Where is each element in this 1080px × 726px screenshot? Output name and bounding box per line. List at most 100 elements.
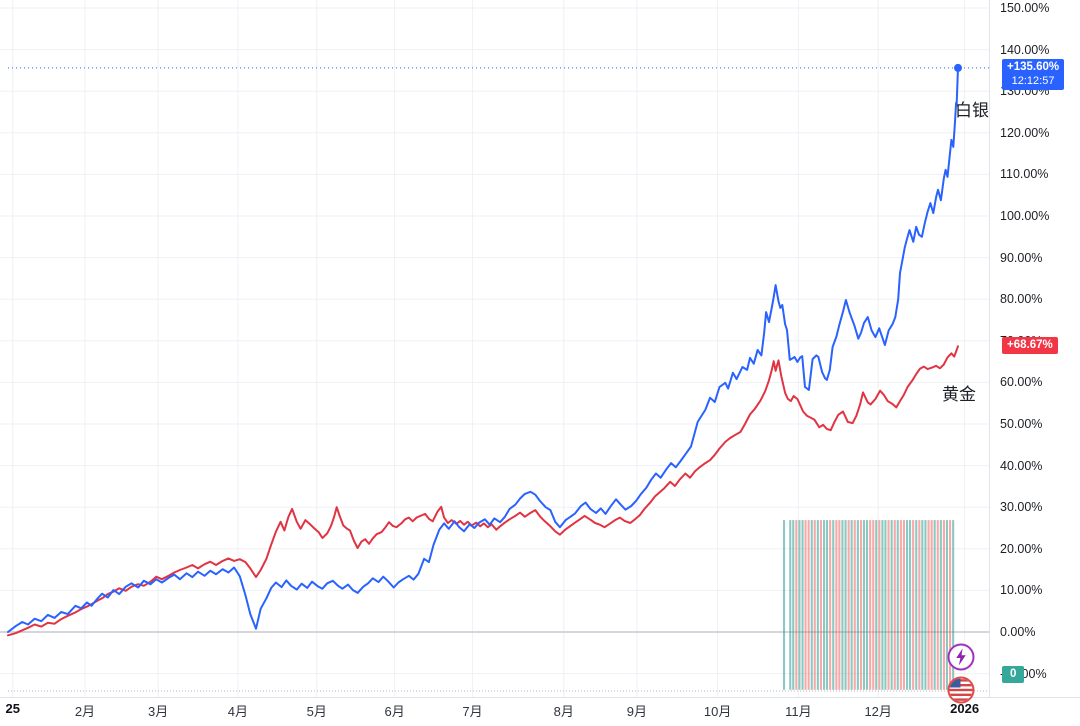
gold-change-value: +68.67%	[1007, 339, 1053, 352]
volume-bar	[850, 520, 853, 690]
volume-bar	[945, 520, 948, 690]
x-axis-label: 2月	[74, 704, 96, 719]
volume-bar	[819, 520, 822, 690]
x-axis-label: 9月	[626, 704, 648, 719]
volume-bar	[881, 520, 884, 690]
volume-bar	[835, 520, 838, 690]
volume-bar	[798, 520, 801, 690]
silver-price-badge: +135.60% 12:12:57	[1002, 58, 1065, 90]
silver-change-value: +135.60%	[1007, 60, 1060, 73]
lightning-event-icon[interactable]	[946, 642, 976, 672]
volume-bar	[872, 520, 875, 690]
volume-bar	[795, 520, 798, 690]
silver-line	[7, 66, 959, 633]
volume-bar	[862, 520, 865, 690]
volume-bar	[906, 520, 909, 690]
volume-bar	[927, 520, 930, 690]
volume-bar	[884, 520, 887, 690]
x-axis-label: 4月	[227, 704, 249, 719]
volume-bar	[816, 520, 819, 690]
volume-bar	[801, 520, 804, 690]
volume-bar	[930, 520, 933, 690]
volume-bar	[856, 520, 859, 690]
volume-bar	[823, 520, 826, 690]
volume-bar	[896, 520, 899, 690]
volume-bar	[813, 520, 816, 690]
volume-bar	[942, 520, 945, 690]
volume-bar	[933, 520, 936, 690]
volume-bar	[804, 520, 807, 690]
y-axis-label: 90.00%	[1000, 250, 1043, 265]
volume-bar	[912, 520, 915, 690]
silver-countdown: 12:12:57	[1011, 74, 1055, 87]
bottom-axis-border	[0, 697, 1080, 698]
y-axis-label: 0.00%	[1000, 625, 1036, 639]
x-axis-label: 6月	[384, 704, 405, 719]
volume-bar	[832, 520, 835, 690]
volume-bar	[826, 520, 829, 690]
volume-bar	[887, 520, 890, 690]
volume-bar	[878, 520, 881, 690]
volume-bar	[939, 520, 942, 690]
volume-bar	[949, 520, 952, 690]
volume-bar	[869, 520, 872, 690]
x-axis-label: 25	[5, 701, 20, 716]
volume-bar	[829, 520, 832, 690]
y-axis-label: 150.00%	[1000, 1, 1050, 15]
indicator-value-badge: 0	[1002, 665, 1025, 683]
volume-bar	[847, 520, 850, 690]
volume-bar	[890, 520, 893, 690]
volume-bar	[918, 520, 921, 690]
volume-bar	[838, 520, 841, 690]
y-axis-label: 50.00%	[1000, 417, 1043, 431]
x-axis-label: 2026	[950, 701, 980, 716]
silver-series-label: 白银	[955, 101, 989, 120]
gold-series-label: 黄金	[942, 385, 976, 404]
right-axis-border	[989, 0, 990, 697]
y-axis-label: 100.00%	[1000, 209, 1050, 223]
volume-bar	[952, 520, 955, 690]
volume-bar	[789, 520, 792, 690]
volume-bar	[807, 520, 810, 690]
y-axis-label: 20.00%	[1000, 541, 1043, 556]
volume-bar	[875, 520, 878, 690]
y-axis-label: 140.00%	[1000, 42, 1050, 57]
y-axis-label: 80.00%	[1000, 292, 1043, 307]
volume-bar	[810, 520, 813, 690]
x-axis-label: 5月	[306, 704, 327, 719]
y-axis-label: 60.00%	[1000, 375, 1043, 390]
volume-bar	[783, 520, 786, 690]
x-axis-label: 7月	[462, 704, 483, 719]
volume-bar	[936, 520, 939, 690]
gold-line	[7, 345, 959, 637]
volume-bar	[853, 520, 856, 690]
volume-bar	[899, 520, 902, 690]
volume-bar	[866, 520, 869, 690]
gold-price-badge: +68.67%	[1002, 337, 1058, 355]
x-axis-label: 8月	[553, 704, 574, 719]
volume-bar	[841, 520, 844, 690]
volume-bar	[915, 520, 918, 690]
us-flag-event-icon[interactable]	[946, 675, 976, 705]
silver-last-price-dot	[954, 63, 962, 72]
x-axis-label: 3月	[147, 704, 169, 719]
x-axis-label: 10月	[703, 704, 732, 719]
volume-bar	[792, 520, 795, 690]
x-axis-label: 11月	[785, 704, 812, 719]
y-axis-label: 110.00%	[1000, 167, 1049, 182]
y-axis-label: 40.00%	[1000, 458, 1043, 473]
y-axis-label: 120.00%	[1000, 125, 1050, 140]
volume-bar	[902, 520, 905, 690]
volume-bar	[893, 520, 896, 690]
volume-bar	[844, 520, 847, 690]
y-axis-label: 10.00%	[1000, 583, 1043, 598]
volume-bar	[859, 520, 862, 690]
volume-bar	[921, 520, 924, 690]
volume-bar	[924, 520, 927, 690]
volume-bar	[909, 520, 912, 690]
y-axis-label: 30.00%	[1000, 500, 1043, 515]
indicator-value: 0	[1010, 667, 1017, 680]
x-axis-label: 12月	[864, 704, 892, 719]
